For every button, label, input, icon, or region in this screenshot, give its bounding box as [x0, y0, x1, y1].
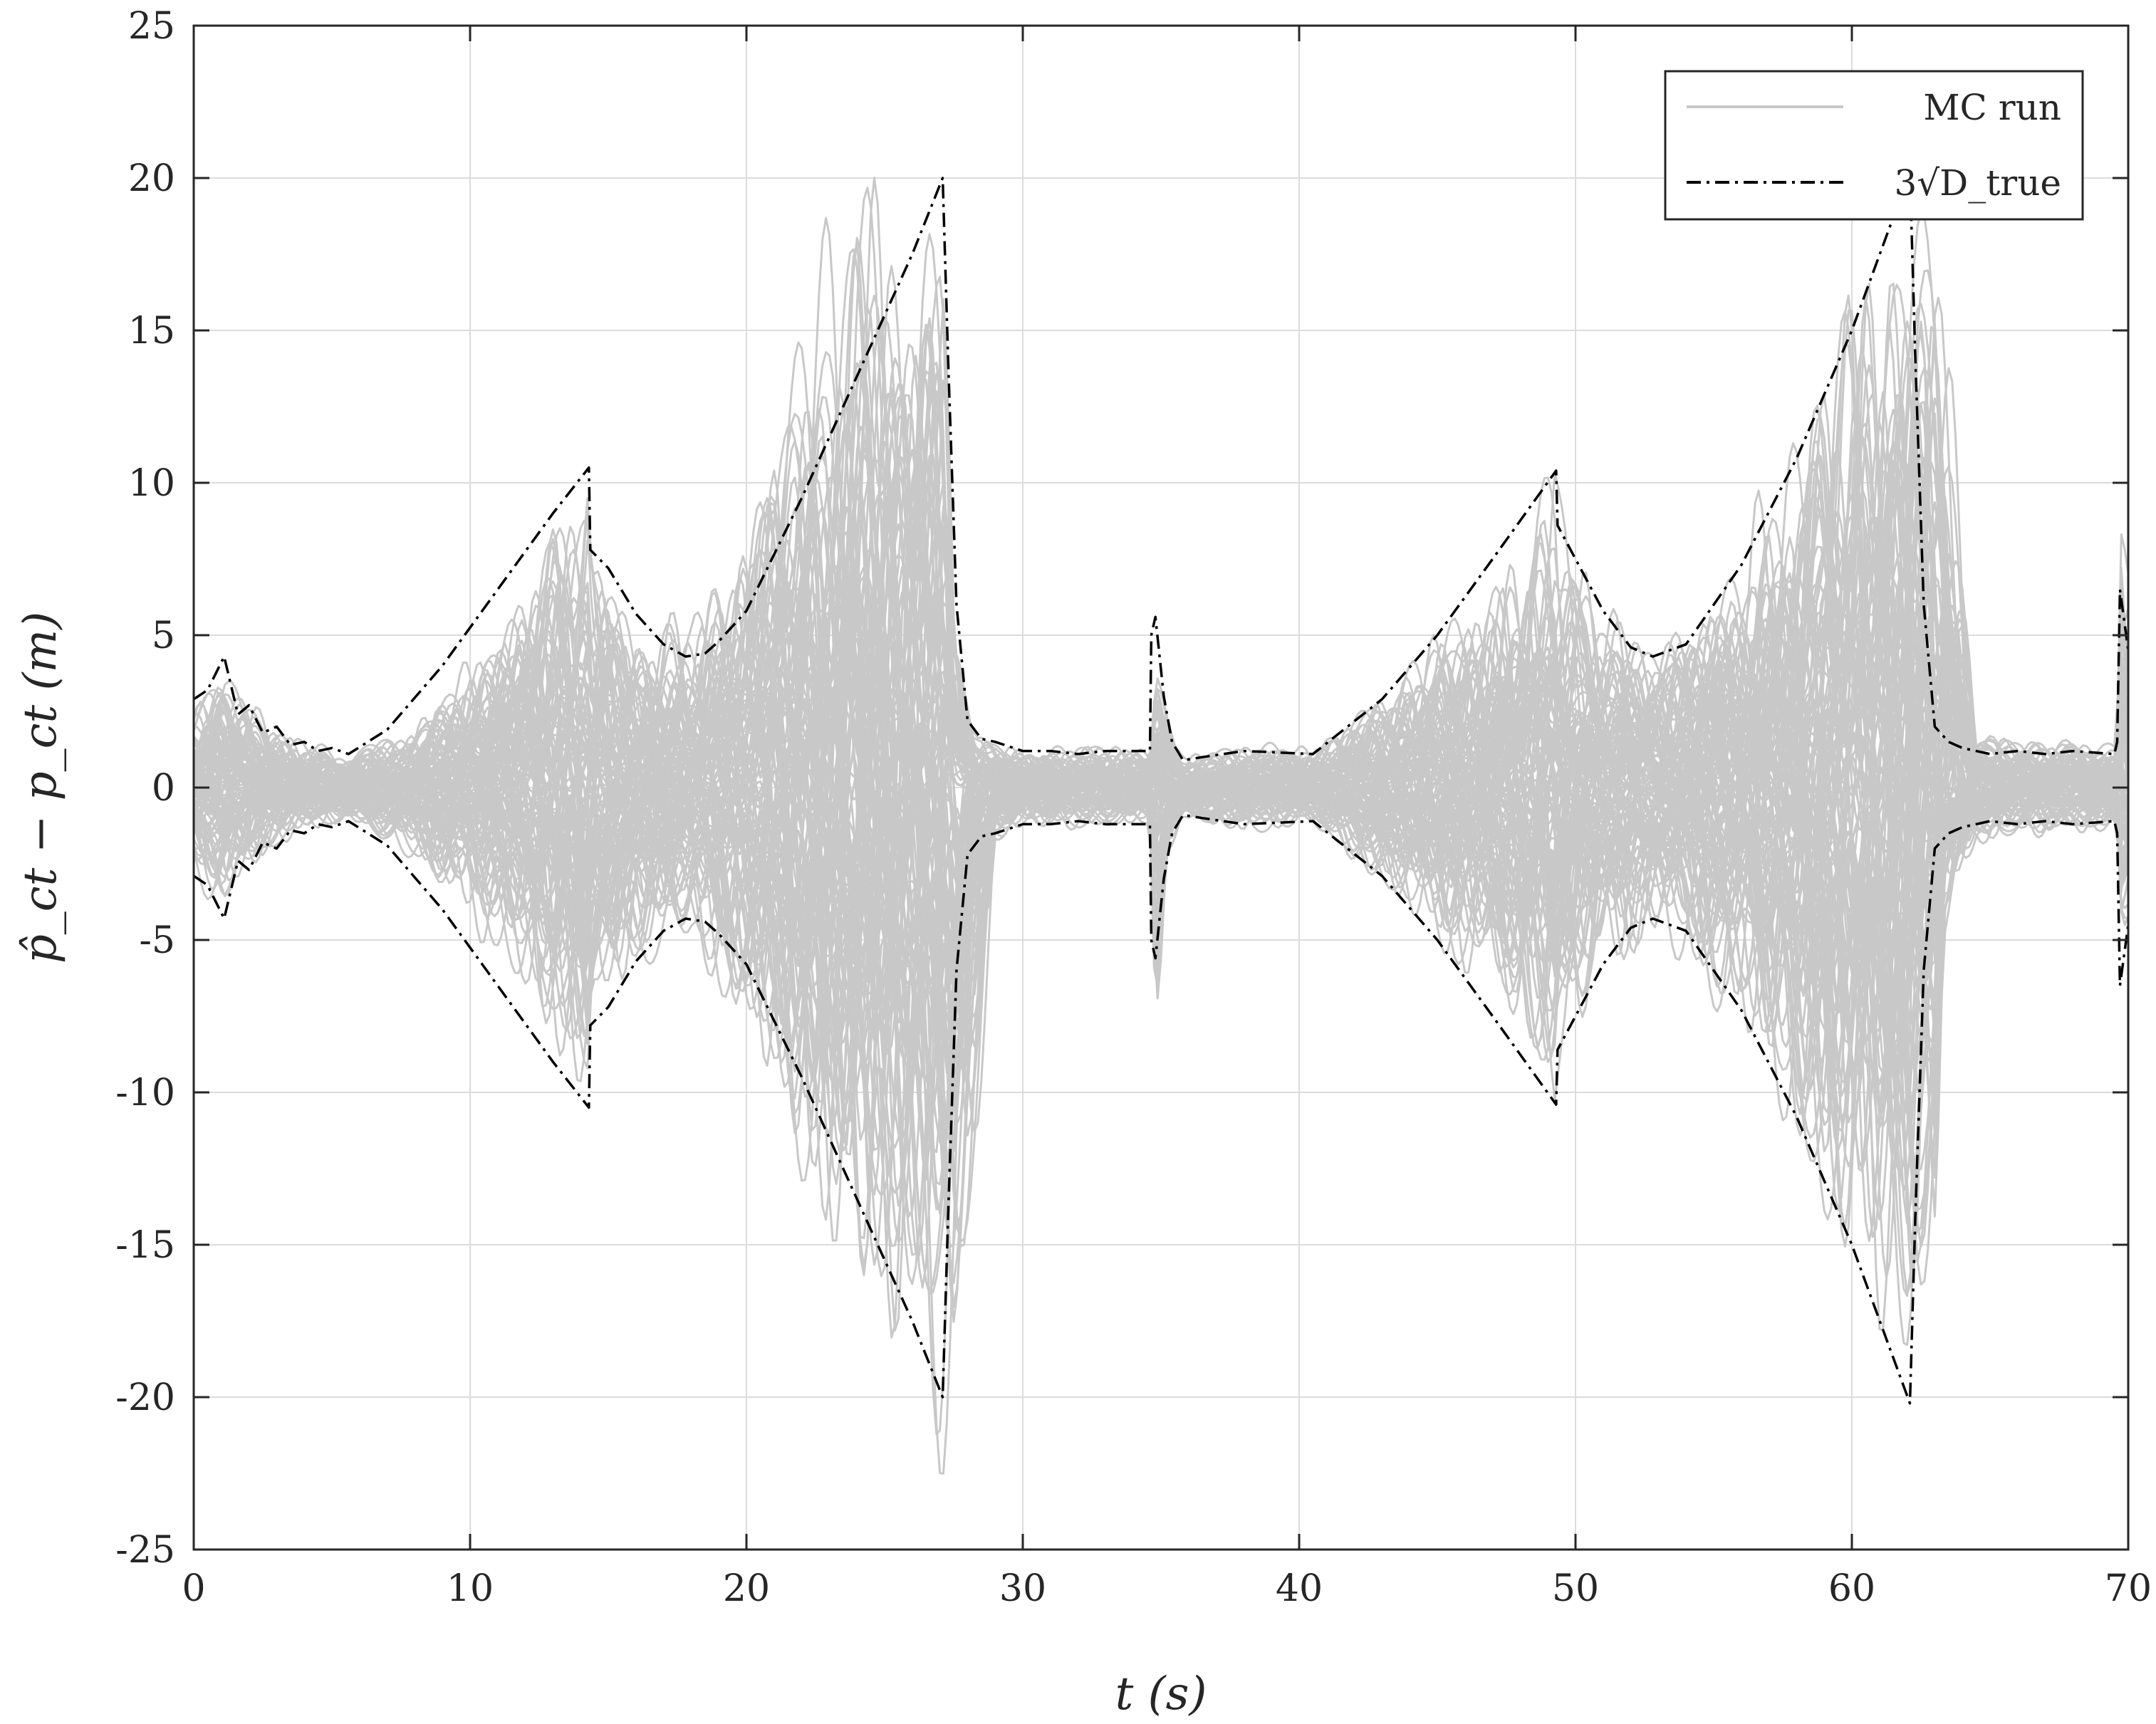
y-tick-label: 25 — [128, 5, 175, 48]
y-tick-label: -25 — [115, 1529, 175, 1572]
legend-mc-run-label: MC run — [1923, 87, 2061, 128]
mc-run-line — [193, 454, 2130, 1033]
x-tick-label: 10 — [447, 1567, 494, 1610]
mc-run-line — [192, 383, 2130, 1082]
x-tick-label: 30 — [999, 1567, 1046, 1610]
y-tick-label: 15 — [128, 310, 175, 352]
bound-line-lower — [193, 813, 2130, 1405]
y-tick-label: -5 — [139, 919, 175, 962]
mc-run-line — [192, 282, 2130, 1276]
mc-run-line — [192, 317, 2130, 1132]
x-tick-label: 60 — [1828, 1567, 1875, 1610]
y-tick-label: 20 — [128, 157, 175, 200]
x-tick-label: 0 — [182, 1567, 205, 1610]
y-tick-labels: 25 20 15 10 5 0 -5 -10 -15 -20 -25 — [115, 5, 175, 1572]
bound-series — [193, 170, 2130, 1405]
mc-run-line — [192, 577, 2130, 983]
x-tick-label: 20 — [723, 1567, 770, 1610]
y-tick-label: 10 — [128, 462, 175, 505]
mc-run-line — [192, 684, 2130, 988]
x-tick-label: 50 — [1552, 1567, 1599, 1610]
x-tick-label: 40 — [1276, 1567, 1323, 1610]
legend-box — [1664, 70, 2084, 221]
mc-run-line — [192, 372, 2130, 1266]
y-tick-label: 0 — [152, 767, 175, 810]
y-tick-label: 5 — [152, 615, 175, 657]
axes — [192, 24, 2130, 1551]
y-axis-label: p̂_ct − p_ct (m) — [14, 612, 67, 963]
mc-run-line — [193, 506, 2130, 1436]
mc-run-line — [193, 370, 2130, 1179]
mc-run-line — [193, 551, 2129, 1032]
x-axis-label: t (s) — [1115, 1668, 1207, 1720]
legend: MC run 3√D_true — [1664, 70, 2084, 221]
bound-line-upper — [193, 170, 2130, 762]
legend-bound-label: 3√D_true — [1894, 162, 2061, 204]
mc-run-line — [193, 233, 2130, 1182]
x-tick-label: 70 — [2105, 1567, 2152, 1610]
y-tick-label: -15 — [115, 1224, 175, 1267]
y-tick-label: -20 — [115, 1376, 175, 1419]
y-tick-label: -10 — [115, 1072, 175, 1114]
x-tick-labels: 0 10 20 30 40 50 60 70 — [182, 1567, 2152, 1610]
mc-run-series — [192, 177, 2130, 1475]
mc-run-line — [192, 615, 2129, 900]
mc-run-line — [193, 303, 2130, 1248]
